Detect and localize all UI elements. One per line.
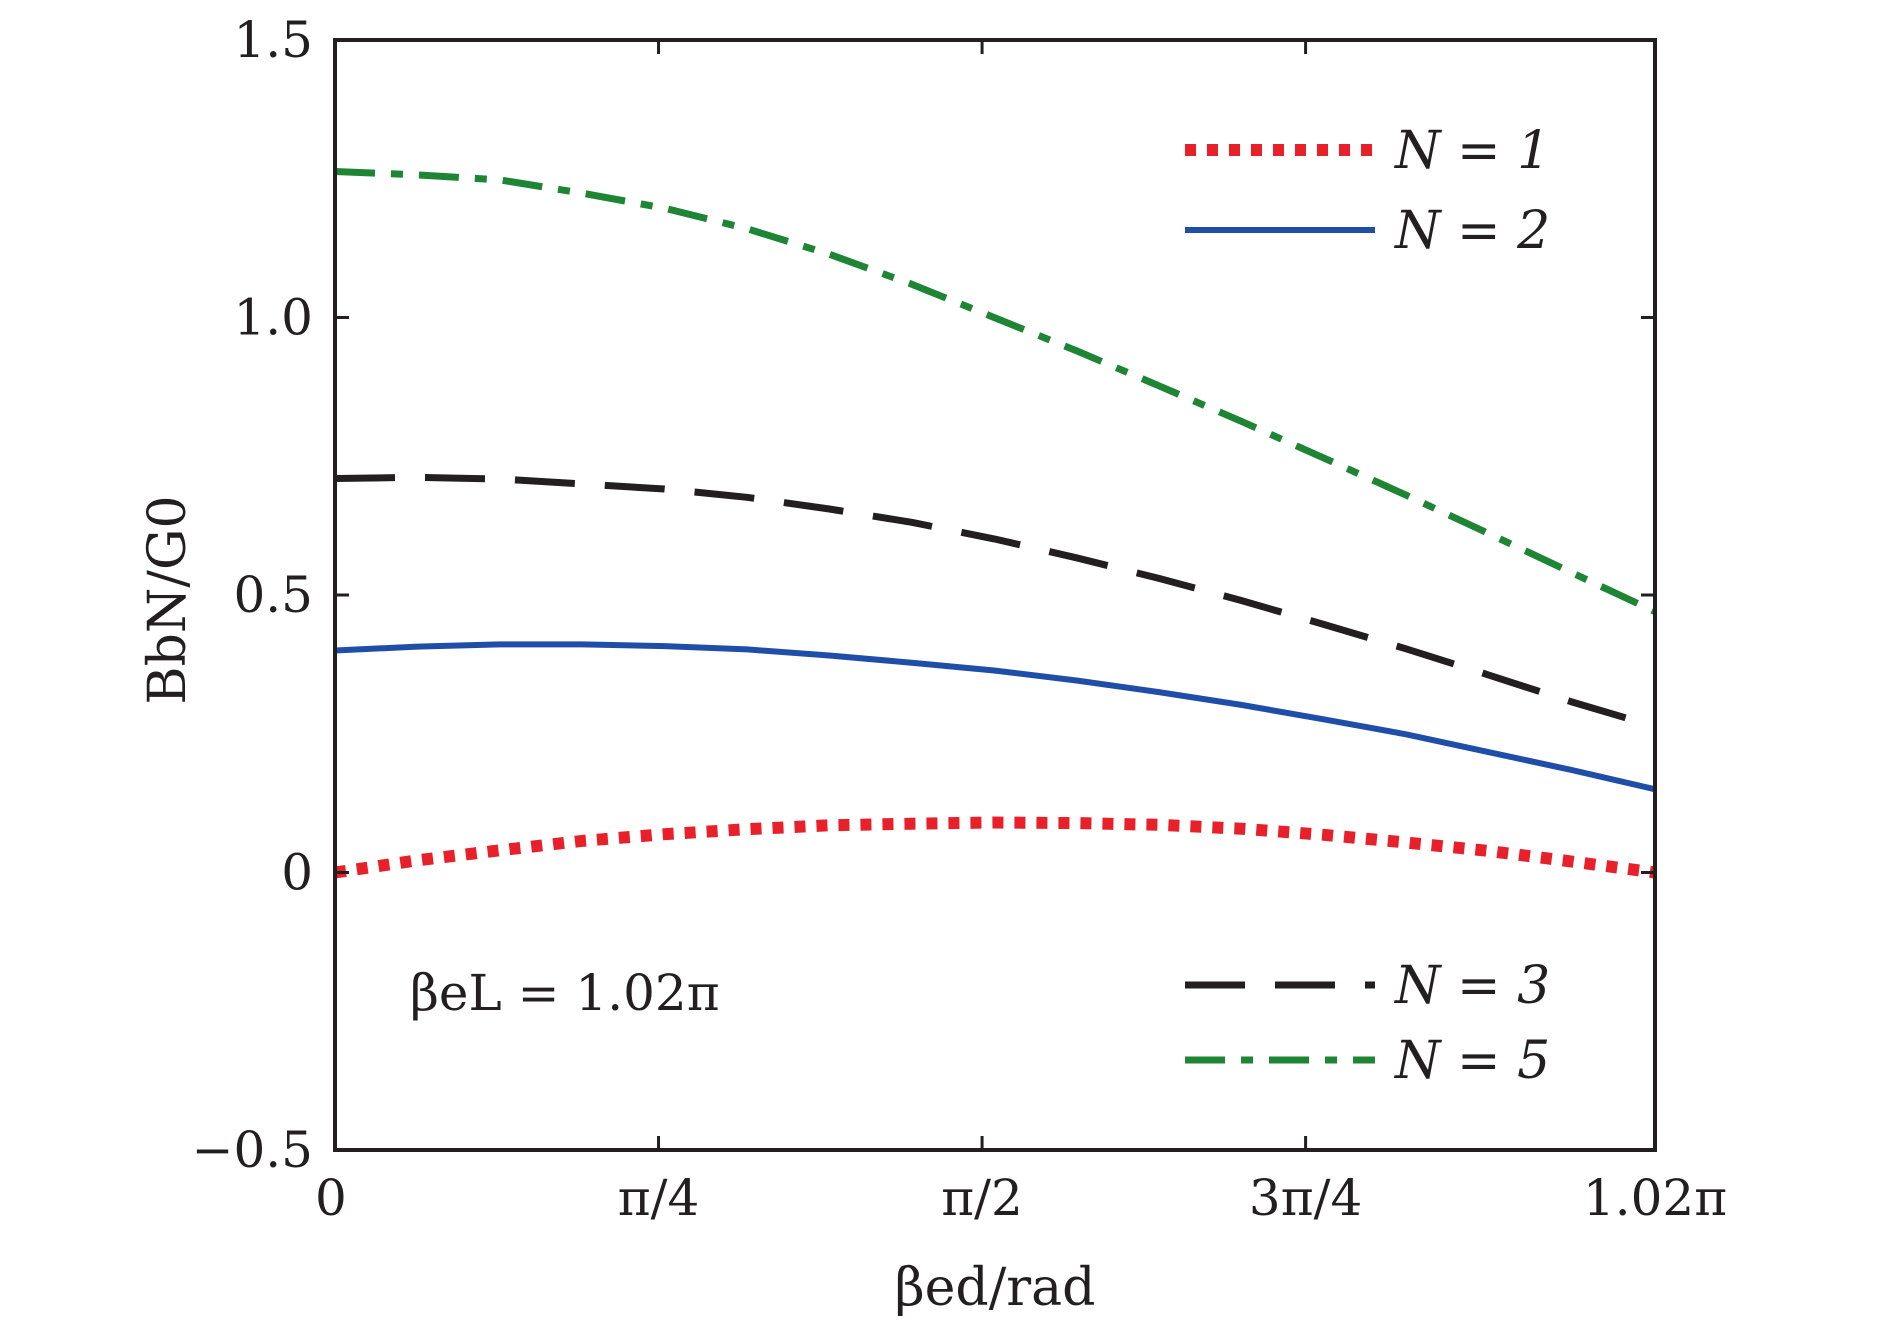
x-tick-label: π/2 [941,1169,1023,1227]
legend-label: N = 2 [1393,201,1550,261]
legend: N = 1 N = 2 N = 3 N = 5 [1185,121,1550,1091]
x-tick-label: 1.02π [1583,1169,1727,1227]
y-tick-label: 1.0 [233,289,313,347]
legend-label: N = 3 [1393,956,1550,1016]
legend-label: N = 1 [1393,121,1550,181]
series-line-1 [334,816,1656,879]
x-axis-label: βed/rad [895,1258,1096,1318]
y-axis-label: BbN/G0 [138,495,198,704]
legend-label: N = 5 [1393,1031,1550,1091]
ticks-layer: 0 π/4 π/2 3π/4 1.02π−0.500.51.01.5 [192,11,1728,1227]
x-tick-label: 3π/4 [1249,1169,1362,1227]
series-layer [334,168,1657,879]
x-tick-label: π/4 [618,1169,700,1227]
y-tick-label: −0.5 [192,1121,313,1179]
series-line-3 [334,473,1656,730]
series-line-2 [334,641,1656,793]
annotation-text: βeL = 1.02π [410,964,720,1022]
y-tick-label: 0.5 [233,566,313,624]
y-tick-label: 1.5 [233,11,313,69]
x-tick-label: 0 [315,1169,347,1227]
series-line-4 [334,168,1657,615]
y-tick-label: 0 [281,844,313,902]
